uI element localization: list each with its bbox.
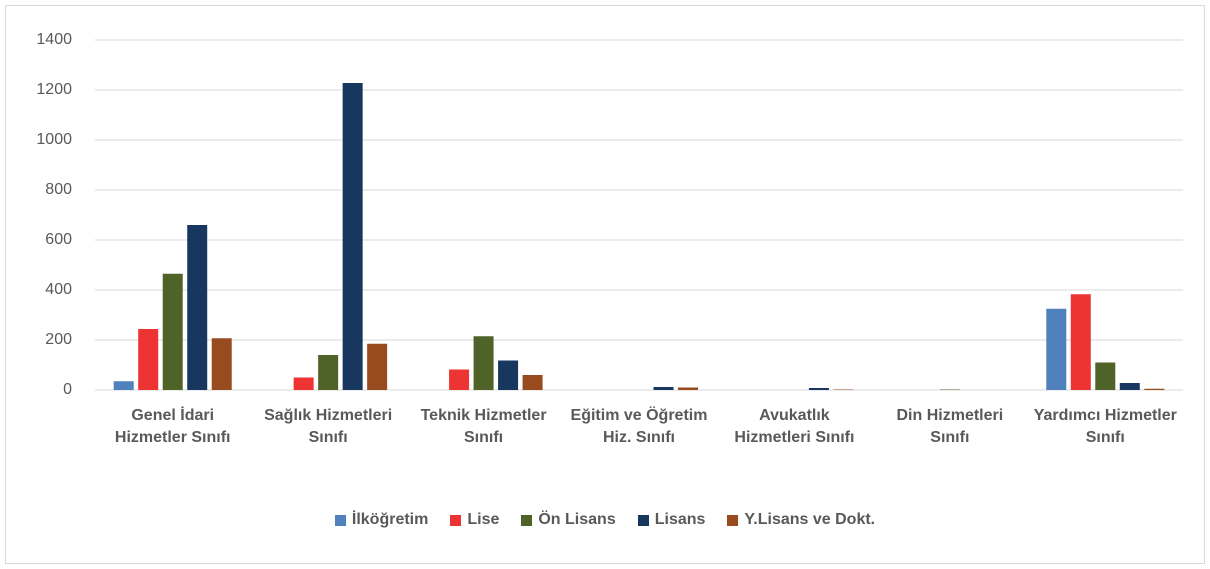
bar [1144, 388, 1165, 390]
bar [449, 369, 470, 390]
legend-swatch [334, 514, 346, 526]
bar [833, 389, 854, 390]
bar [1070, 294, 1091, 390]
y-tick-label: 600 [45, 231, 72, 248]
y-tick-label: 1000 [36, 131, 72, 148]
bar [318, 355, 339, 390]
bar [342, 83, 363, 390]
bar [939, 389, 960, 390]
legend-label: Lise [467, 511, 500, 528]
y-tick-label: 800 [45, 181, 72, 198]
legend-swatch [727, 514, 739, 526]
y-tick-label: 0 [63, 381, 72, 398]
legend-item: Lise [450, 511, 499, 529]
bar [293, 377, 314, 390]
bar [1095, 362, 1116, 390]
bar [187, 225, 208, 390]
bar [367, 343, 388, 390]
legend-item: Ön Lisans [521, 511, 616, 529]
legend-item: Y.Lisans ve Dokt. [727, 511, 875, 529]
legend-swatch [450, 514, 462, 526]
legend: İlköğretim Lise Ön Lisans Lisans Y.Lisans ve… [0, 511, 1210, 529]
x-tick-label: Yardımcı Hizmetler Sınıfı [1033, 407, 1177, 446]
legend-label: İlköğretim [351, 511, 429, 528]
x-tick-label: Eğitim ve Öğretim Hiz. Sınıfı [570, 407, 708, 446]
x-tick-label: Din Hizmetleri Sınıfı [896, 407, 1004, 446]
y-tick-label: 200 [45, 331, 72, 348]
bar [678, 387, 698, 390]
bar [473, 336, 494, 390]
legend-swatch [637, 514, 649, 526]
bar [808, 388, 829, 390]
x-tick-label: Avukatlık Hizmetleri Sınıfı [734, 407, 855, 446]
bar [1046, 308, 1067, 390]
bar [211, 338, 232, 390]
bar [1119, 383, 1140, 390]
bar [138, 329, 159, 390]
legend-label: Ön Lisans [538, 511, 616, 528]
chart-border [5, 5, 1205, 564]
x-tick-label: Teknik Hizmetler Sınıfı [420, 407, 547, 446]
bar [653, 387, 674, 390]
bar [522, 375, 543, 390]
bar [498, 360, 519, 390]
legend-swatch [521, 514, 533, 526]
x-tick-label: Genel İdari Hizmetler Sınıfı [114, 407, 231, 446]
legend-label: Lisans [654, 511, 706, 528]
legend-label: Y.Lisans ve Dokt. [744, 511, 876, 528]
legend-item: Lisans [637, 511, 706, 529]
y-tick-label: 1400 [36, 31, 72, 48]
x-tick-label: Sağlık Hizmetleri Sınıfı [264, 407, 393, 446]
bar [162, 273, 183, 390]
bar [113, 381, 134, 390]
y-tick-label: 1200 [36, 81, 72, 98]
legend-item: İlköğretim [334, 511, 429, 529]
y-tick-label: 400 [45, 281, 72, 298]
